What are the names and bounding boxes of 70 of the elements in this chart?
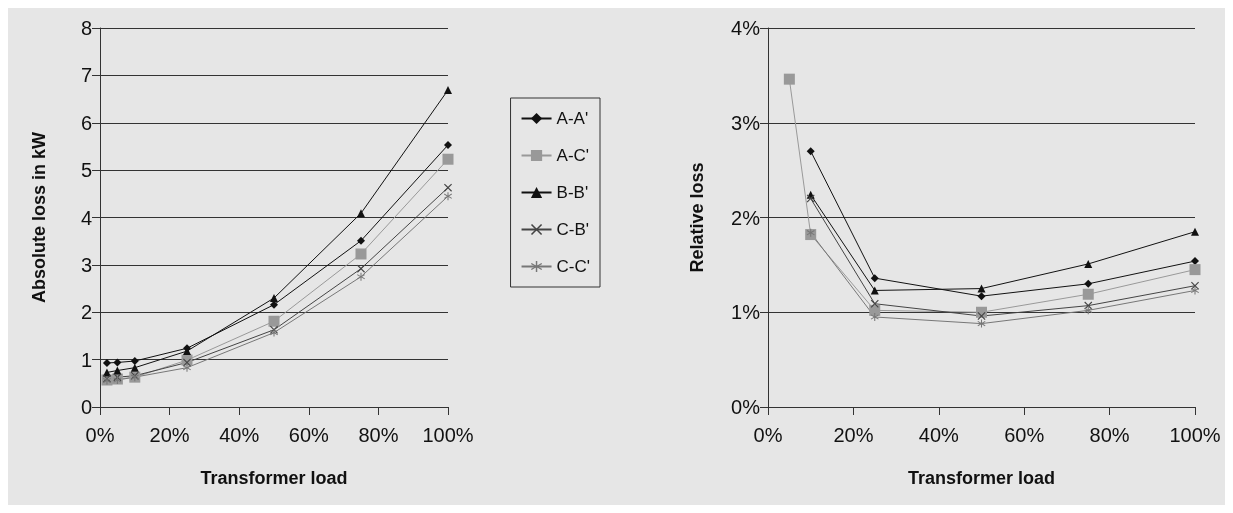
- x-tick-label: 40%: [219, 424, 260, 446]
- point: [444, 86, 452, 95]
- y-tick-label: 7: [80, 64, 92, 87]
- point: [102, 358, 111, 367]
- x-tick-label: 80%: [1089, 424, 1130, 446]
- x-tick-label: 20%: [833, 424, 874, 446]
- point: [357, 264, 365, 273]
- x-tick-label: 40%: [918, 424, 960, 446]
- y-tick-label: 4%: [731, 17, 761, 39]
- point: [444, 141, 452, 150]
- point: [1191, 227, 1199, 236]
- point: [270, 294, 278, 303]
- point: [442, 153, 454, 165]
- x-tick-label: 100%: [1169, 424, 1221, 446]
- point: [130, 363, 139, 372]
- point: [806, 147, 815, 156]
- y-tick-label: 3: [80, 253, 92, 276]
- point: [977, 284, 986, 293]
- point: [357, 209, 365, 218]
- point: [806, 228, 815, 237]
- y-tick-label: 1%: [731, 301, 761, 324]
- x-axis-title: Transformer load: [907, 468, 1056, 488]
- point: [1084, 279, 1093, 288]
- point: [183, 363, 191, 372]
- x-tick-label: 80%: [358, 424, 399, 446]
- point: [113, 358, 122, 367]
- x-axis-title: Transformer load: [200, 468, 348, 488]
- point: [977, 319, 986, 328]
- point: [444, 183, 452, 192]
- y-tick-label: 1: [80, 348, 92, 371]
- x-tick-label: 60%: [288, 424, 330, 446]
- point: [977, 292, 986, 301]
- x-tick-label: 60%: [1004, 424, 1045, 446]
- point: [870, 274, 879, 283]
- legend-label: A-A': [556, 109, 589, 128]
- point: [870, 312, 879, 321]
- legend-label: C-C': [556, 257, 591, 276]
- point: [444, 192, 452, 201]
- point: [357, 272, 365, 281]
- x-tick-label: 100%: [422, 424, 474, 446]
- y-tick-label: 6: [80, 111, 92, 134]
- y-tick-label: 8: [80, 17, 92, 39]
- point: [1189, 264, 1201, 276]
- y-tick-label: 0: [80, 396, 92, 418]
- point: [1082, 288, 1094, 300]
- point: [870, 299, 879, 308]
- point: [783, 73, 795, 85]
- point: [806, 194, 815, 203]
- point: [268, 315, 280, 327]
- y-tick-label: 2: [80, 301, 92, 324]
- y-tick-label: 3%: [731, 111, 761, 134]
- y-axis-title: Relative loss: [687, 162, 707, 273]
- point: [977, 312, 986, 321]
- legend-label: B-B': [556, 183, 589, 202]
- y-tick-label: 0%: [731, 396, 761, 418]
- legend-label: C-B': [556, 220, 590, 239]
- point: [1191, 257, 1199, 266]
- point: [1191, 286, 1199, 295]
- x-tick-label: 0%: [753, 424, 783, 446]
- point: [1084, 259, 1093, 268]
- point: [1084, 306, 1093, 315]
- legend-label: A-C': [556, 146, 590, 165]
- y-tick-label: 2%: [731, 206, 761, 229]
- x-tick-label: 20%: [149, 424, 190, 446]
- y-tick-label: 4: [80, 206, 92, 229]
- point: [357, 236, 365, 245]
- point: [130, 357, 139, 366]
- point: [355, 248, 367, 260]
- y-tick-label: 5: [80, 159, 92, 182]
- y-axis-title: Absolute loss in kW: [29, 131, 49, 304]
